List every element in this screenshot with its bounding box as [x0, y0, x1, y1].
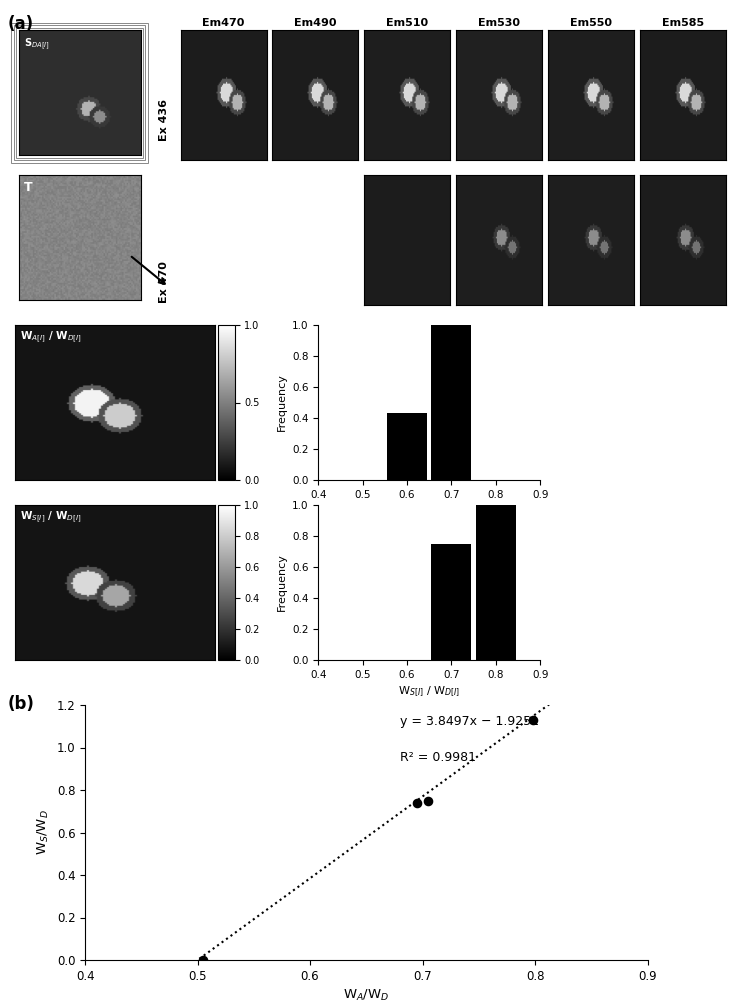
X-axis label: W$_{A[I]}$ / W$_{D[I]}$: W$_{A[I]}$ / W$_{D[I]}$ — [398, 505, 460, 519]
Bar — [387, 413, 427, 480]
Text: y = 3.8497x − 1.9251: y = 3.8497x − 1.9251 — [400, 715, 539, 728]
Bar — [16, 27, 143, 157]
Text: Em510: Em510 — [386, 18, 428, 28]
Point — [411, 795, 423, 811]
Text: S$_{DA[I]}$: S$_{DA[I]}$ — [24, 36, 50, 52]
Point — [423, 793, 434, 809]
Bar — [476, 505, 516, 660]
Text: Em585: Em585 — [662, 18, 704, 28]
X-axis label: W$_A$/W$_D$: W$_A$/W$_D$ — [343, 988, 389, 1000]
Text: W$_{A[I]}$ / W$_{D[I]}$: W$_{A[I]}$ / W$_{D[I]}$ — [20, 329, 81, 345]
Text: Em470: Em470 — [202, 18, 245, 28]
Point — [527, 712, 539, 728]
Text: Em490: Em490 — [295, 18, 337, 28]
Text: T: T — [24, 181, 33, 194]
Text: (a): (a) — [7, 15, 33, 33]
Bar — [11, 22, 148, 162]
Text: W$_{S[I]}$ / W$_{D[I]}$: W$_{S[I]}$ / W$_{D[I]}$ — [20, 509, 81, 525]
Text: Em530: Em530 — [478, 18, 520, 28]
Text: (b): (b) — [7, 695, 34, 713]
Text: R² = 0.9981: R² = 0.9981 — [400, 751, 476, 764]
Text: Ex 470: Ex 470 — [159, 261, 169, 303]
Point — [198, 952, 209, 968]
Text: Ex 436: Ex 436 — [159, 99, 169, 141]
Y-axis label: Frequency: Frequency — [277, 554, 286, 611]
Bar — [13, 25, 146, 160]
Y-axis label: W$_S$/W$_D$: W$_S$/W$_D$ — [36, 810, 51, 855]
Text: Em550: Em550 — [570, 18, 612, 28]
X-axis label: W$_{S[I]}$ / W$_{D[I]}$: W$_{S[I]}$ / W$_{D[I]}$ — [398, 685, 460, 699]
Y-axis label: Frequency: Frequency — [277, 374, 286, 431]
Bar — [431, 544, 471, 660]
Bar — [431, 325, 471, 480]
